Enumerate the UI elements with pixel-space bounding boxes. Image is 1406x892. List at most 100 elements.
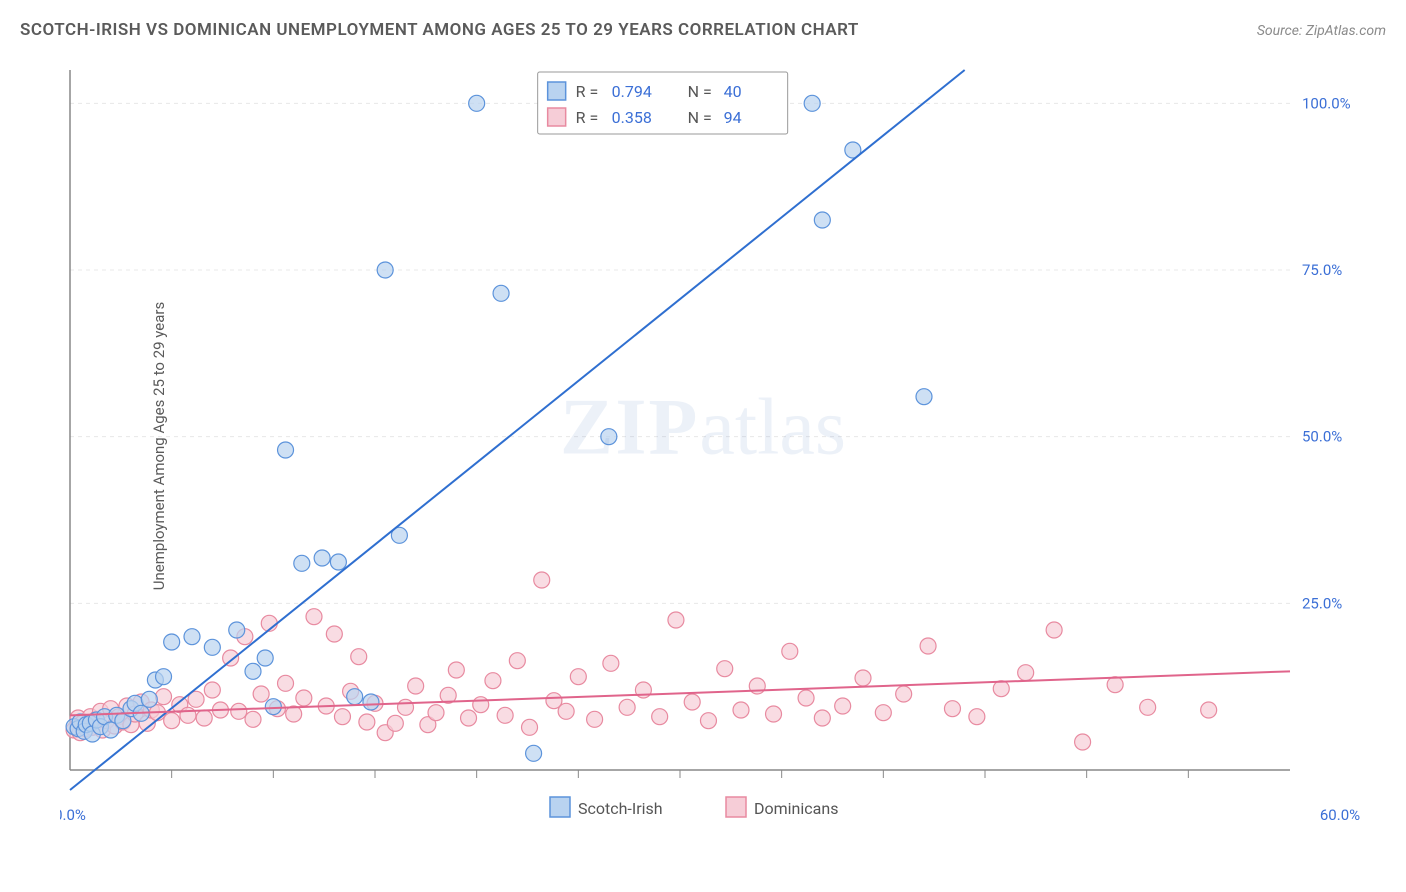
source-label: Source: ZipAtlas.com <box>1257 23 1386 39</box>
data-point <box>141 691 157 707</box>
legend-bottom-swatch <box>726 797 746 817</box>
data-point <box>334 709 350 725</box>
legend-swatch <box>548 82 566 100</box>
data-point <box>428 705 444 721</box>
data-point <box>1107 677 1123 693</box>
data-point <box>717 661 733 677</box>
data-point <box>448 662 464 678</box>
data-point <box>916 389 932 405</box>
data-point <box>855 670 871 686</box>
data-point <box>296 690 312 706</box>
data-point <box>896 686 912 702</box>
legend-r-label: R = <box>576 108 599 127</box>
legend-swatch <box>548 108 566 126</box>
data-point <box>700 713 716 729</box>
legend-bottom-label: Scotch-Irish <box>578 799 663 818</box>
data-point <box>684 694 700 710</box>
data-point <box>522 719 538 735</box>
data-point <box>184 629 200 645</box>
data-point <box>944 701 960 717</box>
data-point <box>398 699 414 715</box>
data-point <box>570 669 586 685</box>
data-point <box>493 285 509 301</box>
data-point <box>668 612 684 628</box>
data-point <box>534 572 550 588</box>
data-point <box>257 650 273 666</box>
data-point <box>1018 665 1034 681</box>
data-point <box>652 709 668 725</box>
data-point <box>993 681 1009 697</box>
data-point <box>497 707 513 723</box>
legend-n-value: 94 <box>724 108 742 127</box>
legend-bottom-swatch <box>550 797 570 817</box>
data-point <box>920 638 936 654</box>
data-point <box>253 686 269 702</box>
data-point <box>1140 699 1156 715</box>
data-point <box>204 682 220 698</box>
data-point <box>223 650 239 666</box>
data-point <box>294 555 310 571</box>
data-point <box>733 702 749 718</box>
data-point <box>469 95 485 111</box>
data-point <box>351 649 367 665</box>
data-point <box>156 669 172 685</box>
data-point <box>347 689 363 705</box>
data-point <box>363 694 379 710</box>
data-point <box>1201 702 1217 718</box>
legend-r-label: R = <box>576 82 599 101</box>
data-point <box>587 711 603 727</box>
x-tick-label-end: 60.0% <box>1320 806 1360 824</box>
data-point <box>526 745 542 761</box>
data-point <box>473 697 489 713</box>
y-tick-label: 25.0% <box>1302 594 1342 612</box>
data-point <box>180 707 196 723</box>
x-tick-label-origin: 0.0% <box>60 806 86 824</box>
data-point <box>804 95 820 111</box>
data-point <box>1046 622 1062 638</box>
data-point <box>619 699 635 715</box>
data-point <box>377 262 393 278</box>
data-point <box>164 713 180 729</box>
data-point <box>245 663 261 679</box>
data-point <box>408 678 424 694</box>
data-point <box>601 429 617 445</box>
chart-title: SCOTCH-IRISH VS DOMINICAN UNEMPLOYMENT A… <box>20 20 859 40</box>
data-point <box>314 550 330 566</box>
data-point <box>782 643 798 659</box>
trend-line <box>70 70 965 790</box>
data-point <box>603 655 619 671</box>
legend-r-value: 0.794 <box>612 82 652 101</box>
data-point <box>509 653 525 669</box>
data-point <box>204 639 220 655</box>
data-point <box>387 715 403 731</box>
data-point <box>461 710 477 726</box>
data-point <box>156 689 172 705</box>
data-point <box>326 626 342 642</box>
data-point <box>969 709 985 725</box>
chart-container: SCOTCH-IRISH VS DOMINICAN UNEMPLOYMENT A… <box>0 0 1406 892</box>
data-point <box>835 698 851 714</box>
y-tick-label: 50.0% <box>1302 428 1342 446</box>
data-point <box>306 609 322 625</box>
data-point <box>558 703 574 719</box>
data-point <box>485 673 501 689</box>
y-tick-label: 75.0% <box>1302 261 1342 279</box>
y-tick-label: 100.0% <box>1302 94 1351 112</box>
data-point <box>229 622 245 638</box>
legend-n-label: N = <box>688 108 712 127</box>
data-point <box>164 634 180 650</box>
title-row: SCOTCH-IRISH VS DOMINICAN UNEMPLOYMENT A… <box>20 20 1386 40</box>
data-point <box>231 703 247 719</box>
data-point <box>278 442 294 458</box>
data-point <box>278 675 294 691</box>
data-point <box>798 690 814 706</box>
data-point <box>814 212 830 228</box>
legend-n-value: 40 <box>724 82 742 101</box>
data-point <box>330 554 346 570</box>
data-point <box>245 711 261 727</box>
chart-svg: 25.0% 50.0% 75.0% 100.0% 0.0% 60.0% R = 0.794 N … <box>60 60 1380 880</box>
data-point <box>1075 734 1091 750</box>
data-point <box>766 706 782 722</box>
data-point <box>265 699 281 715</box>
legend-bottom-label: Dominicans <box>754 799 838 818</box>
